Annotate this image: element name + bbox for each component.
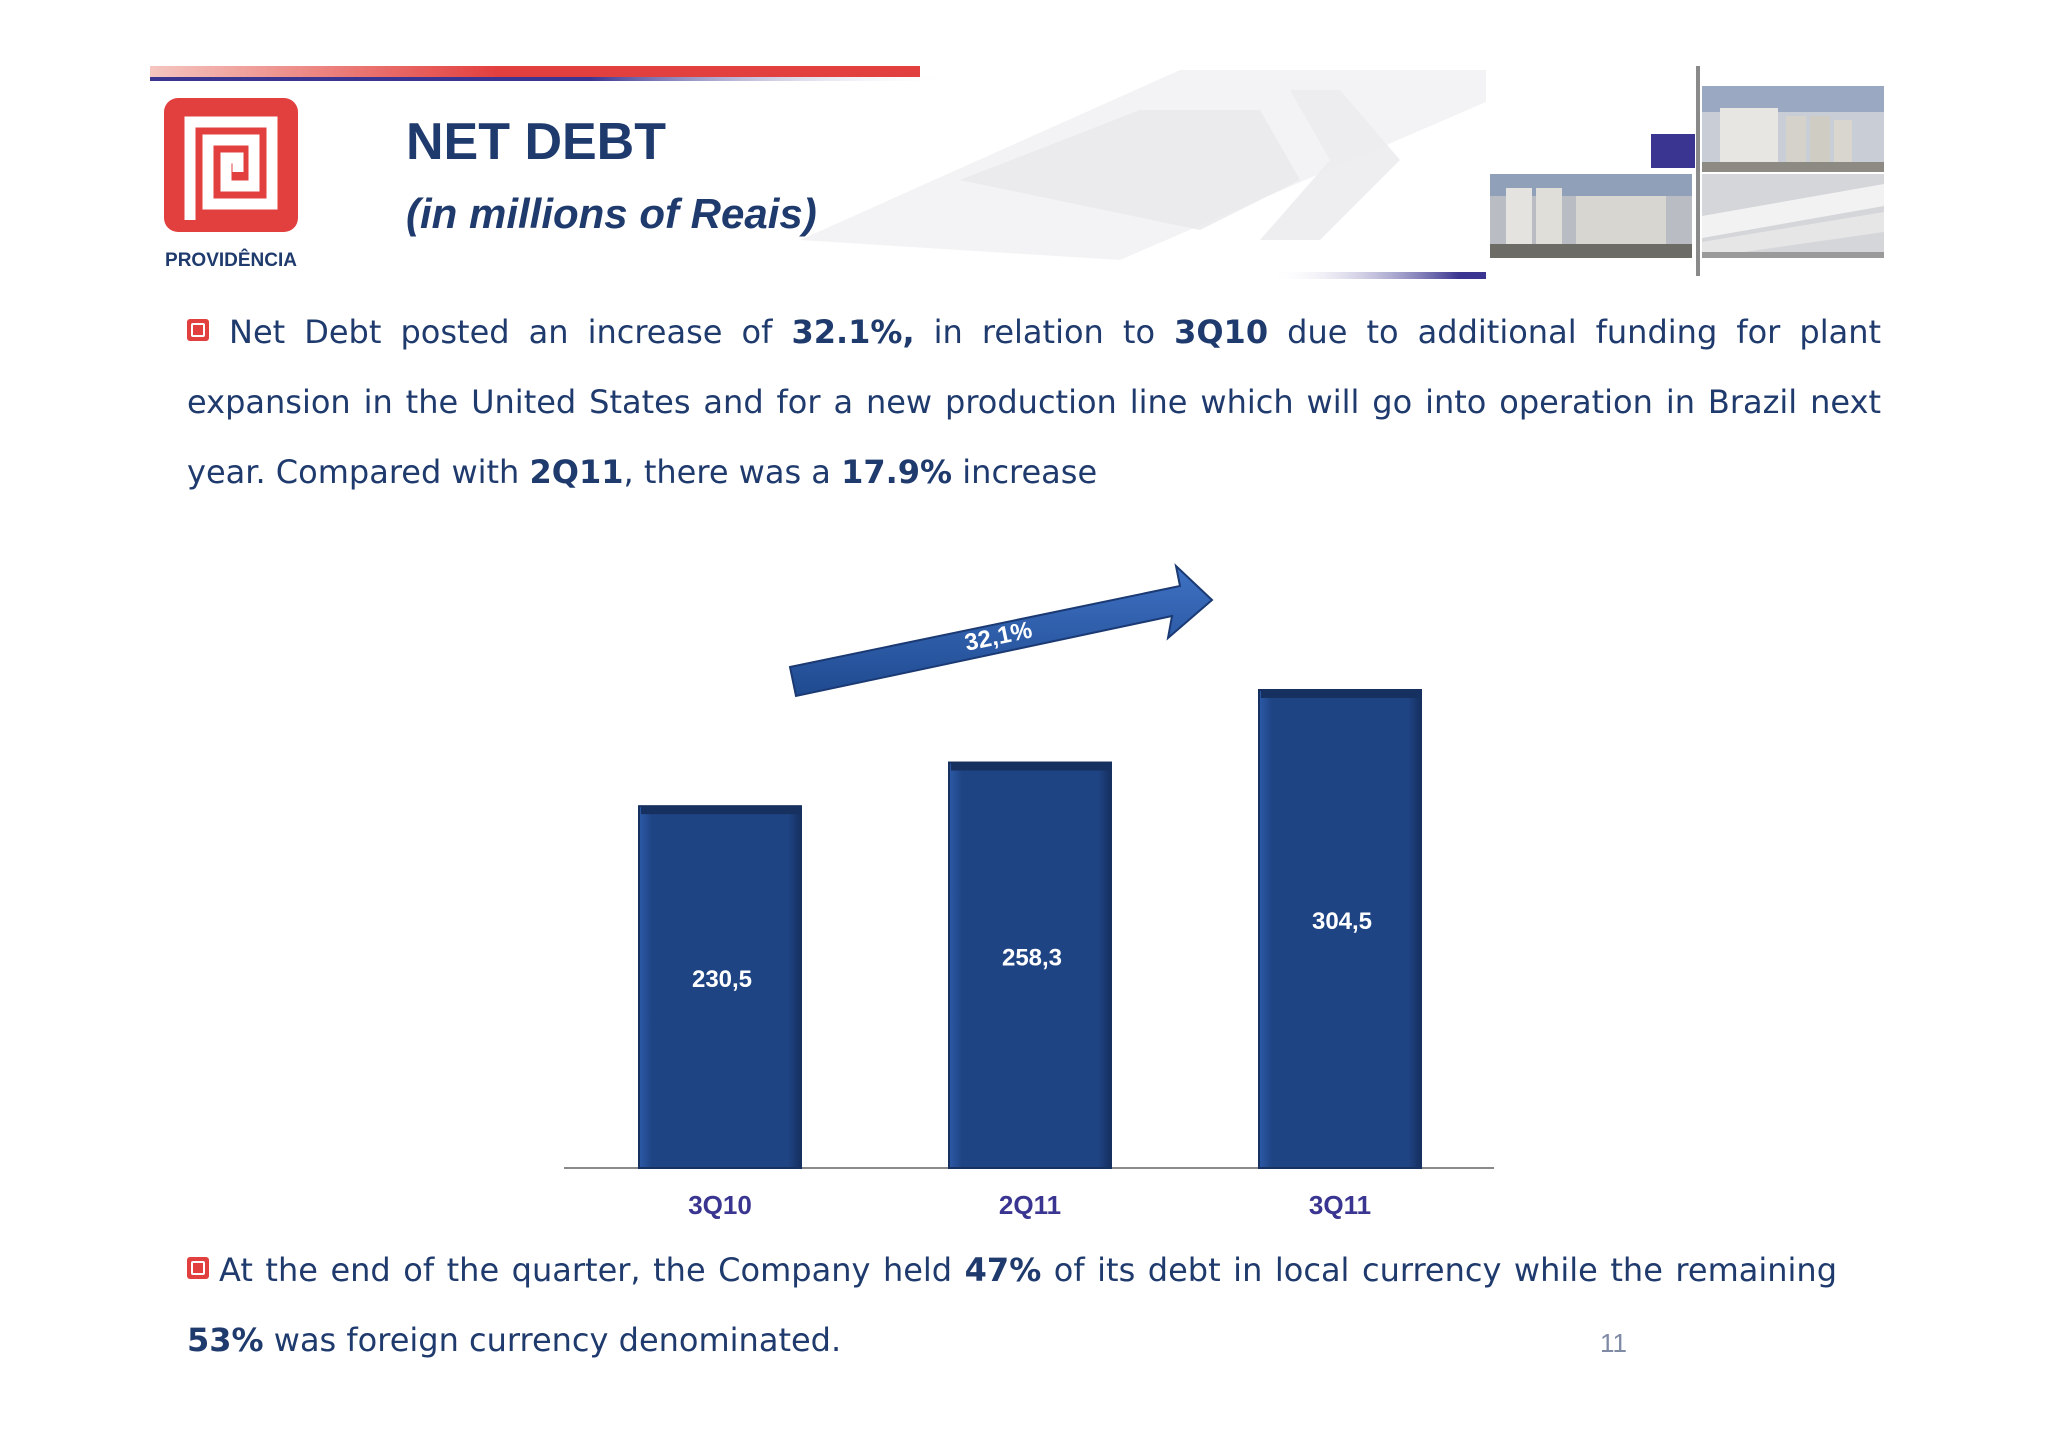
p2-bold-2: 53%: [187, 1321, 264, 1359]
p1-text-4: , there was a: [623, 453, 842, 491]
bullet-icon: [187, 1257, 209, 1279]
accent-square: [1651, 134, 1695, 168]
p1-text-3: due to additional funding for plant expa…: [187, 313, 1882, 491]
p2-text-3: was foreign currency denominated.: [263, 1321, 842, 1359]
p2-bold-1: 47%: [964, 1251, 1042, 1289]
p1-text-5: increase: [952, 453, 1098, 491]
net-debt-bar-chart: 32,1% 230,5 3Q10 258,3 2Q11 304,5 3Q11: [564, 563, 1494, 1220]
x-tick-label: 2Q11: [999, 1190, 1061, 1220]
bar-3q10: [638, 805, 802, 1169]
x-tick-label: 3Q10: [688, 1190, 752, 1220]
p1-bold-3: 2Q11: [529, 453, 624, 491]
paragraph-net-debt: Net Debt posted an increase of 32.1%, in…: [187, 297, 1881, 507]
bar-3q11: [1258, 689, 1422, 1169]
bar-top-bevel: [951, 762, 1109, 771]
photo-plant-top: [1702, 86, 1884, 172]
logo-text: PROVIDÊNCIA: [165, 249, 297, 271]
photo-plant-bottom-right: [1702, 174, 1884, 258]
page-subtitle: (in millions of Reais): [406, 190, 817, 237]
bar-top-bevel: [1261, 690, 1419, 698]
p1-bold-4: 17.9%: [841, 453, 953, 491]
bar-2q11: [948, 761, 1112, 1169]
p2-text-2: of its debt in local currency while the …: [1041, 1251, 1838, 1289]
bar-value-label: 230,5: [692, 966, 752, 993]
p1-bold-1: 32.1%,: [791, 313, 915, 351]
bar-value-label: 304,5: [1312, 908, 1372, 935]
bar-top-bevel: [641, 806, 799, 815]
providencia-logo: PROVIDÊNCIA: [164, 98, 298, 271]
bar-value-label: 258,3: [1002, 944, 1062, 971]
photo-plant-bottom-left: [1490, 174, 1692, 258]
paragraph-currency: At the end of the quarter, the Company h…: [187, 1235, 1837, 1375]
x-tick-label: 3Q11: [1309, 1190, 1371, 1220]
p1-bold-2: 3Q10: [1174, 313, 1269, 351]
growth-arrow: 32,1%: [788, 563, 1214, 698]
page-number: 11: [1600, 1328, 1627, 1358]
bullet-icon: [187, 319, 209, 341]
p1-text-2: in relation to: [914, 313, 1175, 351]
factory-photos: [1486, 66, 1900, 282]
p1-text-1: Net Debt posted an increase of: [229, 313, 792, 351]
p2-text-1: At the end of the quarter, the Company h…: [219, 1251, 965, 1289]
page-title: NET DEBT: [406, 113, 666, 171]
